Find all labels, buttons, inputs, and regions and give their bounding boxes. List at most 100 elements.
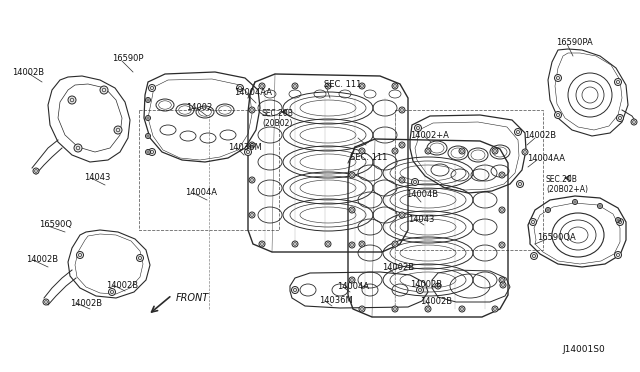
Circle shape — [616, 115, 623, 122]
Text: 14036M: 14036M — [319, 296, 353, 305]
Text: 14002B: 14002B — [106, 281, 138, 290]
Circle shape — [244, 148, 252, 155]
Text: J14001S0: J14001S0 — [562, 345, 605, 354]
Circle shape — [499, 207, 505, 213]
Text: 14004B: 14004B — [406, 190, 438, 199]
Text: 14004A: 14004A — [337, 282, 369, 291]
Circle shape — [145, 97, 150, 103]
Circle shape — [77, 251, 83, 259]
Circle shape — [325, 83, 331, 89]
Circle shape — [136, 254, 143, 262]
Circle shape — [614, 251, 621, 259]
Circle shape — [109, 289, 115, 295]
Text: SEC. 111: SEC. 111 — [350, 153, 387, 162]
Text: 14002B: 14002B — [420, 297, 452, 306]
Circle shape — [33, 168, 39, 174]
Circle shape — [616, 218, 621, 222]
Circle shape — [325, 241, 331, 247]
Text: 14002B: 14002B — [26, 255, 58, 264]
Text: 14004AA: 14004AA — [234, 88, 272, 97]
Circle shape — [415, 125, 422, 131]
Circle shape — [515, 128, 522, 135]
Circle shape — [554, 74, 561, 81]
Text: SEC. 111: SEC. 111 — [324, 80, 362, 89]
Circle shape — [516, 180, 524, 187]
Circle shape — [616, 218, 623, 225]
Circle shape — [425, 306, 431, 312]
Circle shape — [292, 83, 298, 89]
Circle shape — [359, 148, 365, 154]
Circle shape — [148, 148, 156, 155]
Circle shape — [529, 218, 536, 225]
Circle shape — [631, 119, 637, 125]
Text: 14002B: 14002B — [410, 280, 442, 289]
Circle shape — [349, 172, 355, 178]
Circle shape — [349, 242, 355, 248]
Circle shape — [68, 96, 76, 104]
Circle shape — [349, 277, 355, 283]
Circle shape — [114, 126, 122, 134]
Text: 16590PA: 16590PA — [556, 38, 593, 47]
Circle shape — [392, 83, 398, 89]
Circle shape — [43, 299, 49, 305]
Circle shape — [459, 306, 465, 312]
Text: 14002B: 14002B — [524, 131, 556, 140]
Circle shape — [500, 282, 506, 288]
Circle shape — [259, 83, 265, 89]
Circle shape — [499, 277, 505, 283]
Circle shape — [148, 84, 156, 92]
Text: 14043: 14043 — [84, 173, 110, 182]
Circle shape — [359, 241, 365, 247]
Text: 14004A: 14004A — [185, 188, 217, 197]
Circle shape — [392, 306, 398, 312]
Circle shape — [522, 149, 528, 155]
Circle shape — [237, 84, 243, 92]
Circle shape — [459, 148, 465, 154]
Circle shape — [392, 148, 398, 154]
Text: 14043: 14043 — [408, 215, 435, 224]
Text: 16590P: 16590P — [112, 54, 143, 63]
Circle shape — [249, 107, 255, 113]
Text: FRONT: FRONT — [176, 293, 209, 303]
Circle shape — [249, 212, 255, 218]
Circle shape — [573, 199, 577, 205]
Circle shape — [412, 179, 419, 186]
Text: 14002B: 14002B — [12, 68, 44, 77]
Bar — [395, 110, 543, 250]
Circle shape — [100, 86, 108, 94]
Circle shape — [614, 78, 621, 86]
Circle shape — [417, 286, 424, 294]
Circle shape — [249, 142, 255, 148]
Circle shape — [359, 306, 365, 312]
Circle shape — [499, 242, 505, 248]
Circle shape — [399, 212, 405, 218]
Text: 16590QA: 16590QA — [537, 233, 576, 242]
Circle shape — [249, 177, 255, 183]
Circle shape — [259, 241, 265, 247]
Circle shape — [531, 253, 538, 260]
Circle shape — [145, 150, 150, 154]
Circle shape — [145, 115, 150, 121]
Text: 14036M: 14036M — [228, 143, 262, 152]
Text: 14002B: 14002B — [70, 299, 102, 308]
Circle shape — [545, 208, 550, 212]
Text: SEC.20B: SEC.20B — [546, 175, 578, 184]
Text: (20B02): (20B02) — [262, 119, 292, 128]
Circle shape — [359, 83, 365, 89]
Bar — [139, 110, 279, 230]
Text: 14004AA: 14004AA — [527, 154, 565, 163]
Circle shape — [74, 144, 82, 152]
Circle shape — [492, 148, 498, 154]
Circle shape — [598, 203, 602, 208]
Circle shape — [399, 107, 405, 113]
Circle shape — [425, 148, 431, 154]
Circle shape — [399, 177, 405, 183]
Circle shape — [499, 172, 505, 178]
Text: 16590Q: 16590Q — [39, 220, 72, 229]
Circle shape — [492, 306, 498, 312]
Text: 14002: 14002 — [186, 103, 212, 112]
Text: 14002+A: 14002+A — [410, 131, 449, 140]
Circle shape — [292, 241, 298, 247]
Circle shape — [554, 112, 561, 119]
Circle shape — [145, 134, 150, 138]
